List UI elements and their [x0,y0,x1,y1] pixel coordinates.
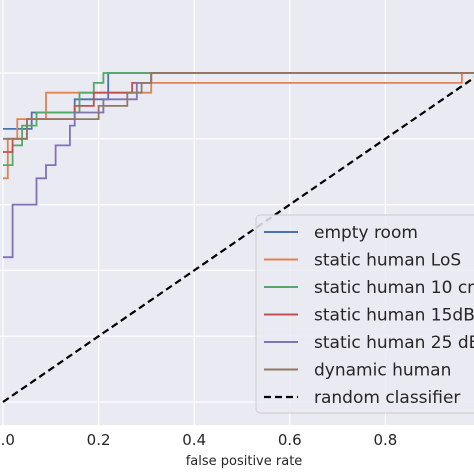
legend-label: empty room [314,223,418,243]
x-tick-label: 0.4 [182,431,206,449]
legend: empty room static human LoS static human 1… [255,214,474,414]
x-tick-label: 0.8 [373,431,397,449]
x-tick-label: 0.2 [87,431,111,449]
series-line [2,76,474,403]
x-tick-label: 0.0 [0,431,15,449]
legend-label: static human 10 cm [314,278,474,298]
series-line [3,72,474,140]
legend-label: dynamic human [314,361,451,381]
legend-label: static human LoS [314,251,461,271]
series-line [3,72,474,180]
x-tick-label: 0.6 [278,431,302,449]
legend-label: static human 15dB [314,306,474,326]
series-layer [2,72,474,403]
x-axis-label: false positive rate [186,454,303,469]
legend-label: random classifier [314,388,460,408]
series-line [3,72,474,166]
legend-label: static human 25 dB [314,333,474,353]
legend-box [255,214,474,414]
series-line [3,72,474,259]
x-tick-labels: 0.0 0.2 0.4 0.6 0.8 [0,431,397,449]
